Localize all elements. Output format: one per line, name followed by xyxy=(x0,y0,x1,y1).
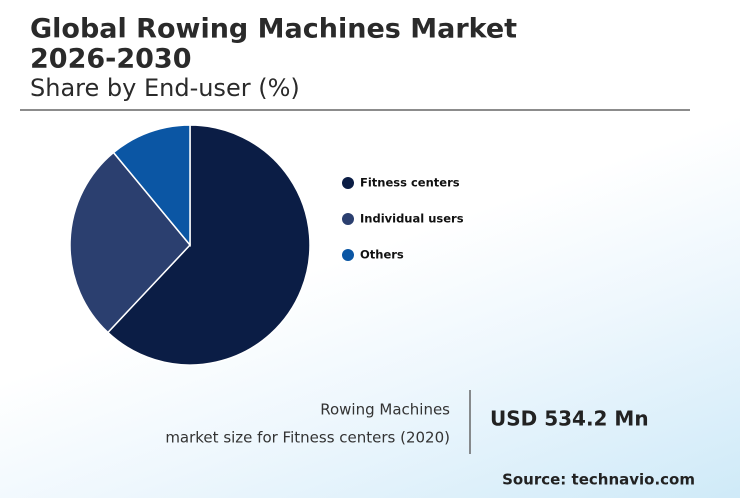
legend-label: Fitness centers xyxy=(360,176,460,190)
annotation-label: market size for Fitness centers (2020) xyxy=(165,429,450,447)
chart-title: Global Rowing Machines Market xyxy=(30,14,517,45)
legend-marker xyxy=(342,213,354,225)
pie-slice xyxy=(106,124,311,366)
source: Source: technavio.com xyxy=(502,471,695,489)
pie-slice xyxy=(69,151,191,334)
pie-slice xyxy=(112,124,191,248)
annotation-value: USD 534.2 Mn xyxy=(490,407,649,431)
legend-label: Others xyxy=(360,248,404,262)
legend-label: Individual users xyxy=(360,212,464,226)
annotation-label: Rowing Machines xyxy=(320,401,450,419)
legend-marker xyxy=(342,177,354,189)
chart-subtitle: Share by End-user (%) xyxy=(30,74,300,102)
legend-marker xyxy=(342,249,354,261)
chart-title: 2026-2030 xyxy=(30,44,192,75)
